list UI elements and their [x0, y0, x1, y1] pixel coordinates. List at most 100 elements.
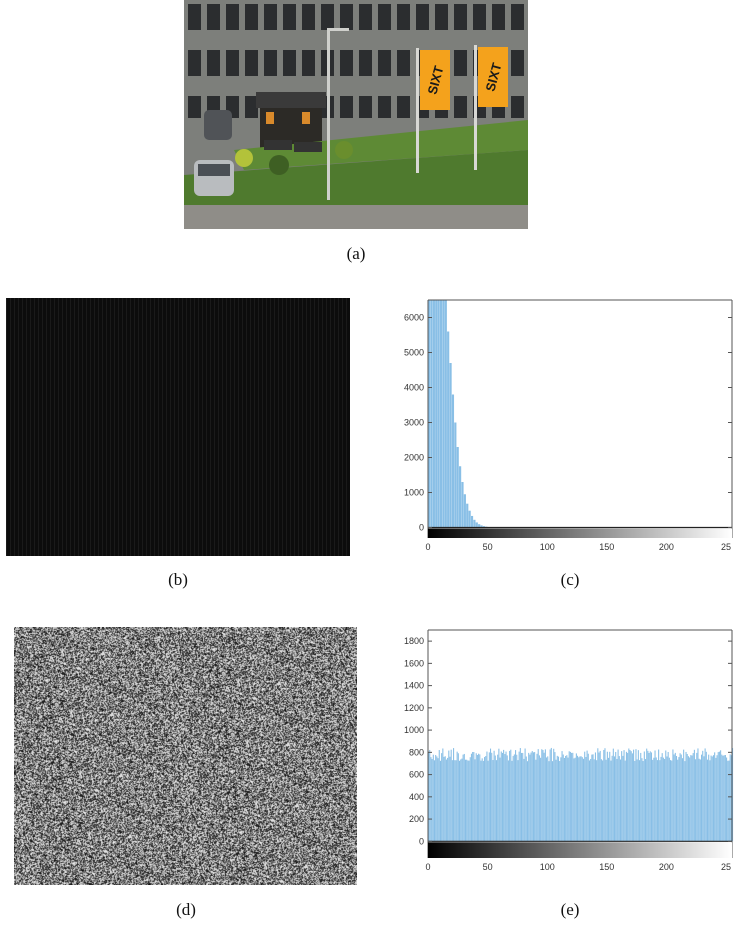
histogram-bar [646, 748, 648, 842]
window [454, 4, 467, 30]
histogram-bar [482, 760, 484, 842]
window [264, 50, 277, 76]
histogram-bar [658, 749, 660, 842]
histogram-bar [728, 760, 730, 842]
histogram-bar [437, 758, 439, 842]
histogram-bar [687, 756, 689, 842]
y-tick-label: 0 [419, 836, 424, 846]
histogram-bar [443, 756, 445, 842]
histogram-bar [571, 752, 573, 842]
histogram-bar [698, 758, 700, 842]
histogram-bar [579, 756, 581, 842]
window [359, 4, 372, 30]
window [245, 50, 258, 76]
histogram-bar [507, 760, 509, 842]
histogram-bar [608, 757, 610, 842]
histogram-bar [667, 751, 669, 842]
histogram-bar [677, 759, 679, 842]
grayscale-colorbar [428, 842, 732, 858]
histogram-bar [555, 759, 557, 842]
window [207, 4, 220, 30]
histogram-bar [584, 751, 586, 842]
histogram-bar [621, 751, 623, 842]
y-tick-label: 0 [419, 523, 424, 533]
y-tick-label: 600 [409, 770, 424, 780]
histogram-bar [582, 758, 585, 842]
window [264, 4, 277, 30]
histogram-bar [451, 394, 455, 528]
histogram-bar [458, 760, 461, 842]
histogram-bar [708, 754, 710, 842]
window [340, 96, 353, 118]
window [188, 4, 201, 30]
histogram-bar [430, 300, 433, 528]
histogram-bar [447, 757, 449, 842]
histogram-bar [594, 752, 596, 842]
histogram-bar [525, 756, 527, 842]
histogram-bar [580, 756, 582, 842]
histogram-bar [541, 749, 543, 842]
histogram-bar [655, 757, 657, 842]
histogram-bar [463, 494, 466, 528]
histogram-bar [724, 755, 726, 842]
histogram-bar [488, 752, 490, 842]
histogram-bar [586, 750, 588, 842]
histogram-bar [563, 757, 565, 842]
histogram-bar [449, 363, 452, 528]
x-tick-label: 50 [483, 542, 493, 552]
histogram-bar [450, 749, 452, 842]
histogram-bar [470, 515, 474, 528]
y-tick-label: 1800 [404, 636, 424, 646]
histogram-bar [439, 300, 443, 528]
histogram-bar [721, 754, 723, 842]
histogram-bar [519, 748, 521, 842]
histogram-bar [505, 751, 507, 842]
histogram-bar [715, 757, 717, 842]
histogram-bar [622, 755, 624, 842]
histogram-bar [431, 758, 433, 842]
histogram-bar [727, 760, 729, 842]
window [283, 50, 296, 76]
histogram-bar [467, 760, 469, 842]
histogram-bar [577, 755, 579, 842]
histogram-bar [492, 760, 494, 842]
histogram-bar [661, 753, 663, 842]
histogram-bar [672, 749, 674, 842]
histogram-bar [642, 761, 644, 842]
histogram-bar [730, 755, 732, 842]
histogram-bar [458, 466, 462, 528]
histogram-bar [568, 751, 570, 842]
building-photo: SIXT SIXT [184, 0, 528, 229]
histogram-bar [631, 753, 633, 842]
histogram-bar [516, 754, 518, 842]
histogram-bar [532, 752, 534, 842]
histogram-bar [569, 751, 571, 842]
window [188, 96, 201, 118]
histogram-bar [643, 751, 645, 842]
histogram-bar [503, 749, 505, 842]
window [359, 50, 372, 76]
histogram-bar [590, 758, 592, 842]
histogram-bar [598, 752, 600, 842]
histogram-bar [629, 750, 631, 842]
histogram-bar [650, 752, 653, 842]
histogram-bar [662, 757, 664, 842]
dark-image-texture [6, 298, 350, 556]
histogram-bar [500, 751, 502, 842]
y-tick-label: 6000 [404, 313, 424, 323]
histogram-c: 0 1000 2000 3000 4000 5000 6000 0 50 100 150 200 25 [394, 296, 734, 566]
histogram-bar [526, 761, 529, 842]
y-tick-label: 2000 [404, 453, 424, 463]
histogram-bar [444, 756, 446, 842]
histogram-bar [556, 755, 558, 842]
y-tick-label: 800 [409, 747, 424, 757]
histogram-bar [479, 754, 481, 842]
histogram-bar [547, 756, 549, 842]
histogram-bar [529, 754, 531, 842]
histogram-bar [647, 750, 649, 842]
noise-image-canvas [14, 627, 357, 885]
histogram-bar [625, 751, 627, 842]
histogram-bar [554, 752, 556, 842]
histogram-bar [559, 761, 561, 842]
histogram-bar [630, 751, 632, 842]
